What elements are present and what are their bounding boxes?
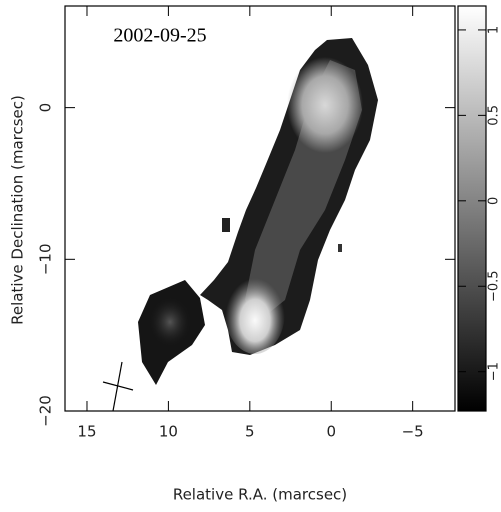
colorbar-frame <box>457 5 487 412</box>
colorbar-tick-label: −0.5 <box>487 270 501 302</box>
y-axis-title: Relative Declination (marcsec) <box>9 95 27 325</box>
colorbar-tick-label: 1 <box>487 26 501 34</box>
jet-spot <box>338 244 342 252</box>
x-tick-label: 15 <box>77 423 96 441</box>
colorbar-tick-label: −1 <box>487 362 501 381</box>
beam-cross <box>102 381 134 391</box>
x-tick-label: −5 <box>402 423 424 441</box>
lobe-center <box>148 296 192 348</box>
colorbar-tick-label: 0 <box>487 197 501 205</box>
x-tick-label: 0 <box>326 423 336 441</box>
core-emission <box>287 57 363 153</box>
annotation: 2002-09-25 <box>113 25 206 47</box>
knot-emission <box>225 270 285 354</box>
y-tick-label: −10 <box>37 243 55 275</box>
jet-spur <box>222 218 230 232</box>
y-tick-label: −20 <box>37 395 55 427</box>
colorbar <box>458 6 486 411</box>
x-tick-label: 10 <box>159 423 178 441</box>
colorbar-tick-label: 0.5 <box>487 105 501 126</box>
x-tick-label: 5 <box>245 423 255 441</box>
x-axis-title: Relative R.A. (marcsec) <box>173 486 347 504</box>
image-map <box>138 38 378 385</box>
beam-cross <box>112 361 123 412</box>
y-tick-label: 0 <box>37 103 55 113</box>
plot-frame <box>64 5 456 412</box>
